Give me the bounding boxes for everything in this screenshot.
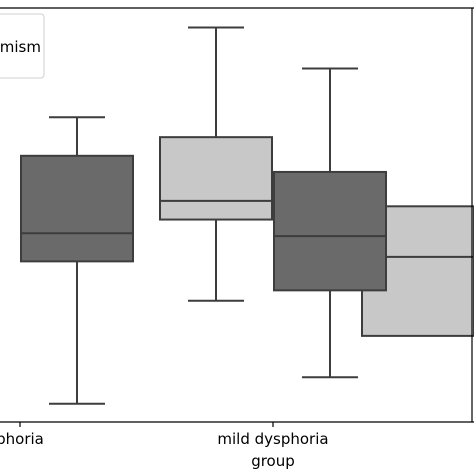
iqr-box xyxy=(20,154,134,263)
x-tick-label-1: mild dysphoria xyxy=(217,430,328,448)
plot-area xyxy=(20,26,474,405)
iqr-box xyxy=(273,170,387,292)
legend: mism xyxy=(0,13,45,79)
box-0-0 xyxy=(159,26,273,302)
box-1-0 xyxy=(20,116,134,405)
x-tick-label-0: phoria xyxy=(0,430,44,448)
legend-box xyxy=(0,13,45,79)
legend-entry-label: mism xyxy=(0,38,41,56)
iqr-box xyxy=(159,136,273,221)
box-1-1 xyxy=(273,67,387,379)
x-axis-label: group xyxy=(251,452,295,470)
axes xyxy=(0,7,474,427)
